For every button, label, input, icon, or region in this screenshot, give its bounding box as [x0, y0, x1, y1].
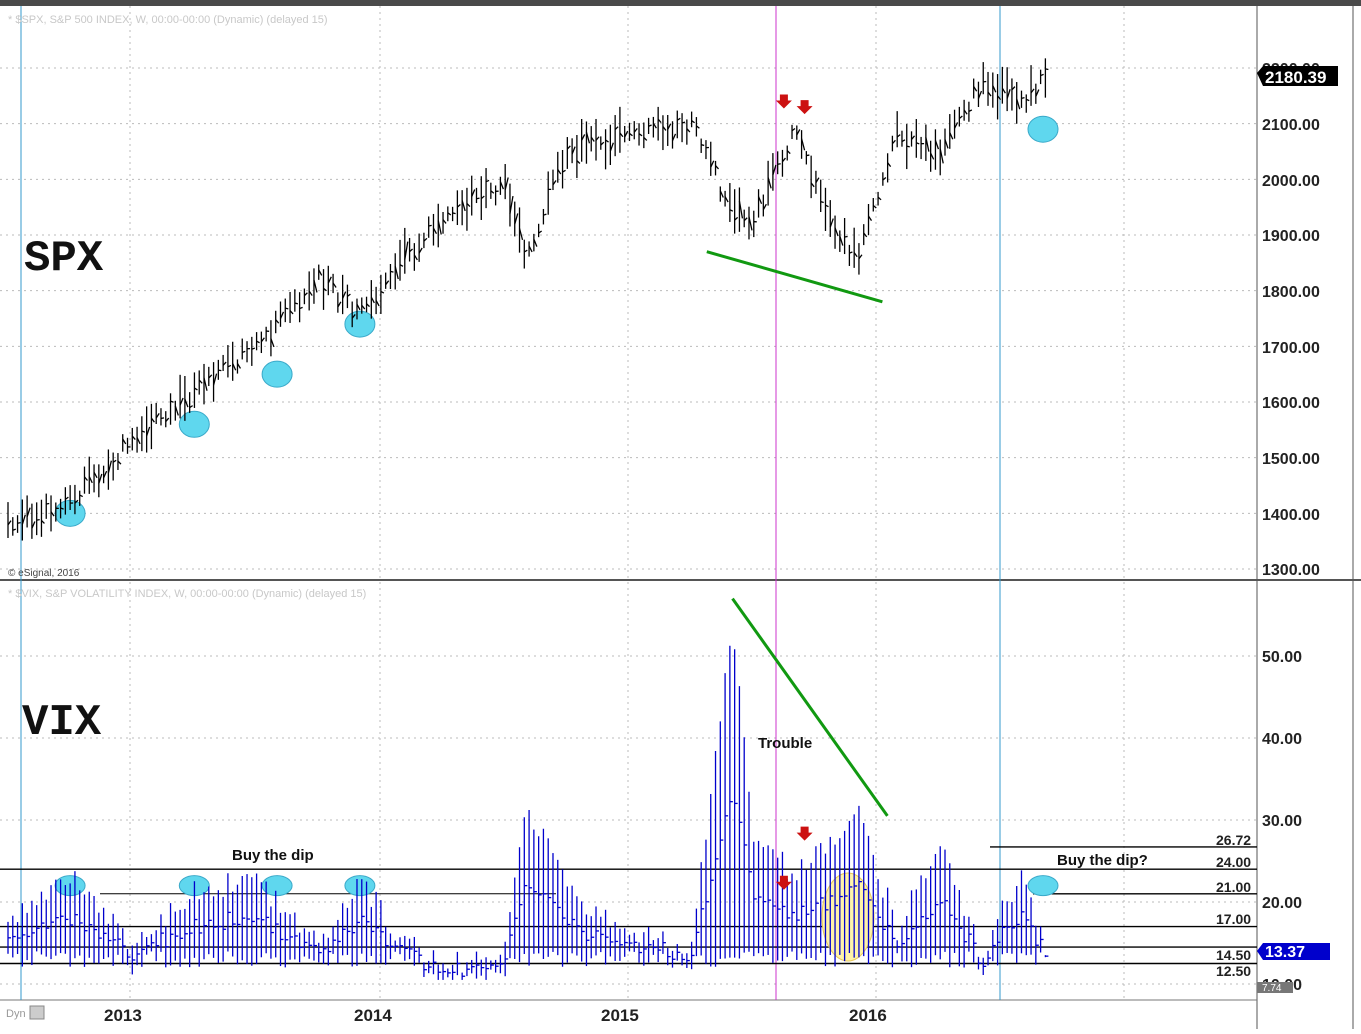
spx-tick: 1800.00	[1262, 284, 1320, 301]
dyn-toggle[interactable]: Dyn	[6, 1006, 44, 1020]
spx-bar-close	[18, 523, 21, 524]
level-label: 21.00	[1216, 879, 1251, 895]
vix-tick: 40.00	[1262, 731, 1302, 748]
spx-bar-close	[161, 418, 164, 419]
spx-tick: 1300.00	[1262, 562, 1320, 579]
spx-bar-close	[390, 271, 393, 272]
spx-bar-close	[1021, 98, 1024, 99]
spx-tick: 1500.00	[1262, 451, 1320, 468]
vix-price-axis[interactable]: 50.00 40.00 30.00 20.00 10.00	[1262, 649, 1302, 994]
spx-bar-close	[907, 146, 910, 147]
year-tick: 2014	[354, 1006, 392, 1025]
level-label: 24.00	[1216, 854, 1251, 870]
spx-dip-circle	[262, 361, 292, 387]
spx-bar-close	[218, 370, 221, 371]
vix-tick: 30.00	[1262, 813, 1302, 830]
vix-tick: 20.00	[1262, 895, 1302, 912]
spx-dip-circle	[1028, 116, 1058, 142]
spx-tick: 1700.00	[1262, 340, 1320, 357]
spx-bar-close	[701, 145, 704, 146]
year-tick: 2016	[849, 1006, 887, 1025]
vix-low-marker: 7.74	[1257, 982, 1293, 994]
vix-header: * $VIX, S&P VOLATILITY INDEX, W, 00:00-0…	[8, 588, 366, 600]
spx-bar-close	[453, 213, 456, 214]
spx-bar-close	[476, 198, 479, 199]
buy-the-dip-question-label: Buy the dip?	[1057, 852, 1148, 869]
spx-bar-close	[295, 303, 298, 304]
buy-the-dip-label: Buy the dip	[232, 847, 314, 864]
year-tick: 2013	[104, 1006, 142, 1025]
spx-bar-close	[429, 225, 432, 226]
level-label: 17.00	[1216, 911, 1251, 927]
spx-last-price-tag: 2180.39	[1257, 66, 1338, 87]
spx-last-price: 2180.39	[1265, 68, 1326, 87]
vix-tick: 50.00	[1262, 649, 1302, 666]
level-label: 26.72	[1216, 832, 1251, 848]
vix-low-value: 7.74	[1262, 983, 1282, 994]
spx-tick: 1900.00	[1262, 228, 1320, 245]
spx-bar-close	[242, 351, 245, 352]
spx-tick: 2100.00	[1262, 117, 1320, 134]
level-label: 12.50	[1216, 963, 1251, 979]
spx-tick: 2000.00	[1262, 173, 1320, 190]
spx-bar-close	[285, 308, 288, 309]
spx-tick: 1400.00	[1262, 507, 1320, 524]
spx-bar-close	[821, 202, 824, 203]
vix-dip-circle	[1028, 876, 1058, 896]
spx-tick: 1600.00	[1262, 395, 1320, 412]
vix-dip-circle	[345, 876, 375, 896]
spx-bar-close	[806, 155, 809, 156]
dyn-label: Dyn	[6, 1008, 26, 1020]
copyright-text: © eSignal, 2016	[8, 568, 80, 579]
spx-bar-close	[778, 164, 781, 165]
spx-dip-circle	[179, 411, 209, 437]
spx-header: * $SPX, S&P 500 INDEX, W, 00:00-00:00 (D…	[8, 14, 328, 26]
spx-bar-close	[682, 122, 685, 123]
spx-dip-circle	[345, 311, 375, 337]
vix-big-label: VIX	[22, 698, 102, 748]
vix-last-price-tag: 13.37	[1257, 943, 1330, 961]
spx-price-axis[interactable]: 2200.00 2100.00 2000.00 1900.00 1800.00 …	[1262, 61, 1320, 579]
year-tick: 2015	[601, 1006, 639, 1025]
trouble-label: Trouble	[758, 735, 812, 752]
vix-last-price: 13.37	[1265, 944, 1305, 961]
chart-svg[interactable]: * $SPX, S&P 500 INDEX, W, 00:00-00:00 (D…	[0, 6, 1361, 1029]
spx-bar-close	[1045, 69, 1048, 70]
spx-big-label: SPX	[24, 234, 104, 284]
level-label: 14.50	[1216, 947, 1251, 963]
